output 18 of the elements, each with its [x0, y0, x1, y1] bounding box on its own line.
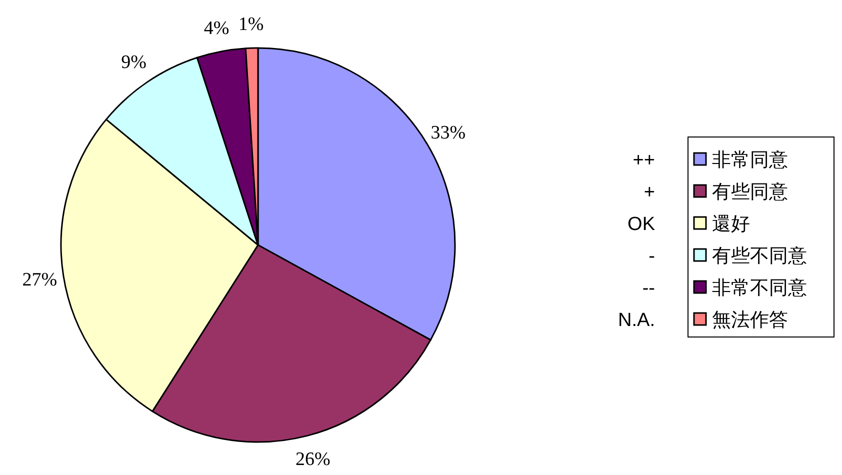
- data-label: 4%: [204, 18, 230, 39]
- text: ++: [632, 150, 655, 171]
- data-label: 33%: [430, 122, 466, 144]
- legend-label: 非常不同意: [712, 277, 807, 299]
- text: OK: [628, 214, 656, 235]
- data-label: 9%: [121, 52, 147, 74]
- legend-label: 還好: [712, 213, 750, 235]
- data-label: 26%: [296, 449, 331, 470]
- text: -: [648, 246, 655, 267]
- legend-label: 有些不同意: [712, 245, 807, 267]
- data-label: 27%: [22, 270, 58, 291]
- legend-label: 非常同意: [712, 149, 788, 171]
- text: N.A.: [618, 310, 655, 331]
- text: --: [642, 278, 655, 299]
- text: +: [644, 182, 655, 203]
- legend-label: 有些同意: [712, 181, 788, 203]
- legend-label: 無法作答: [712, 309, 788, 331]
- data-label: 1%: [238, 14, 264, 36]
